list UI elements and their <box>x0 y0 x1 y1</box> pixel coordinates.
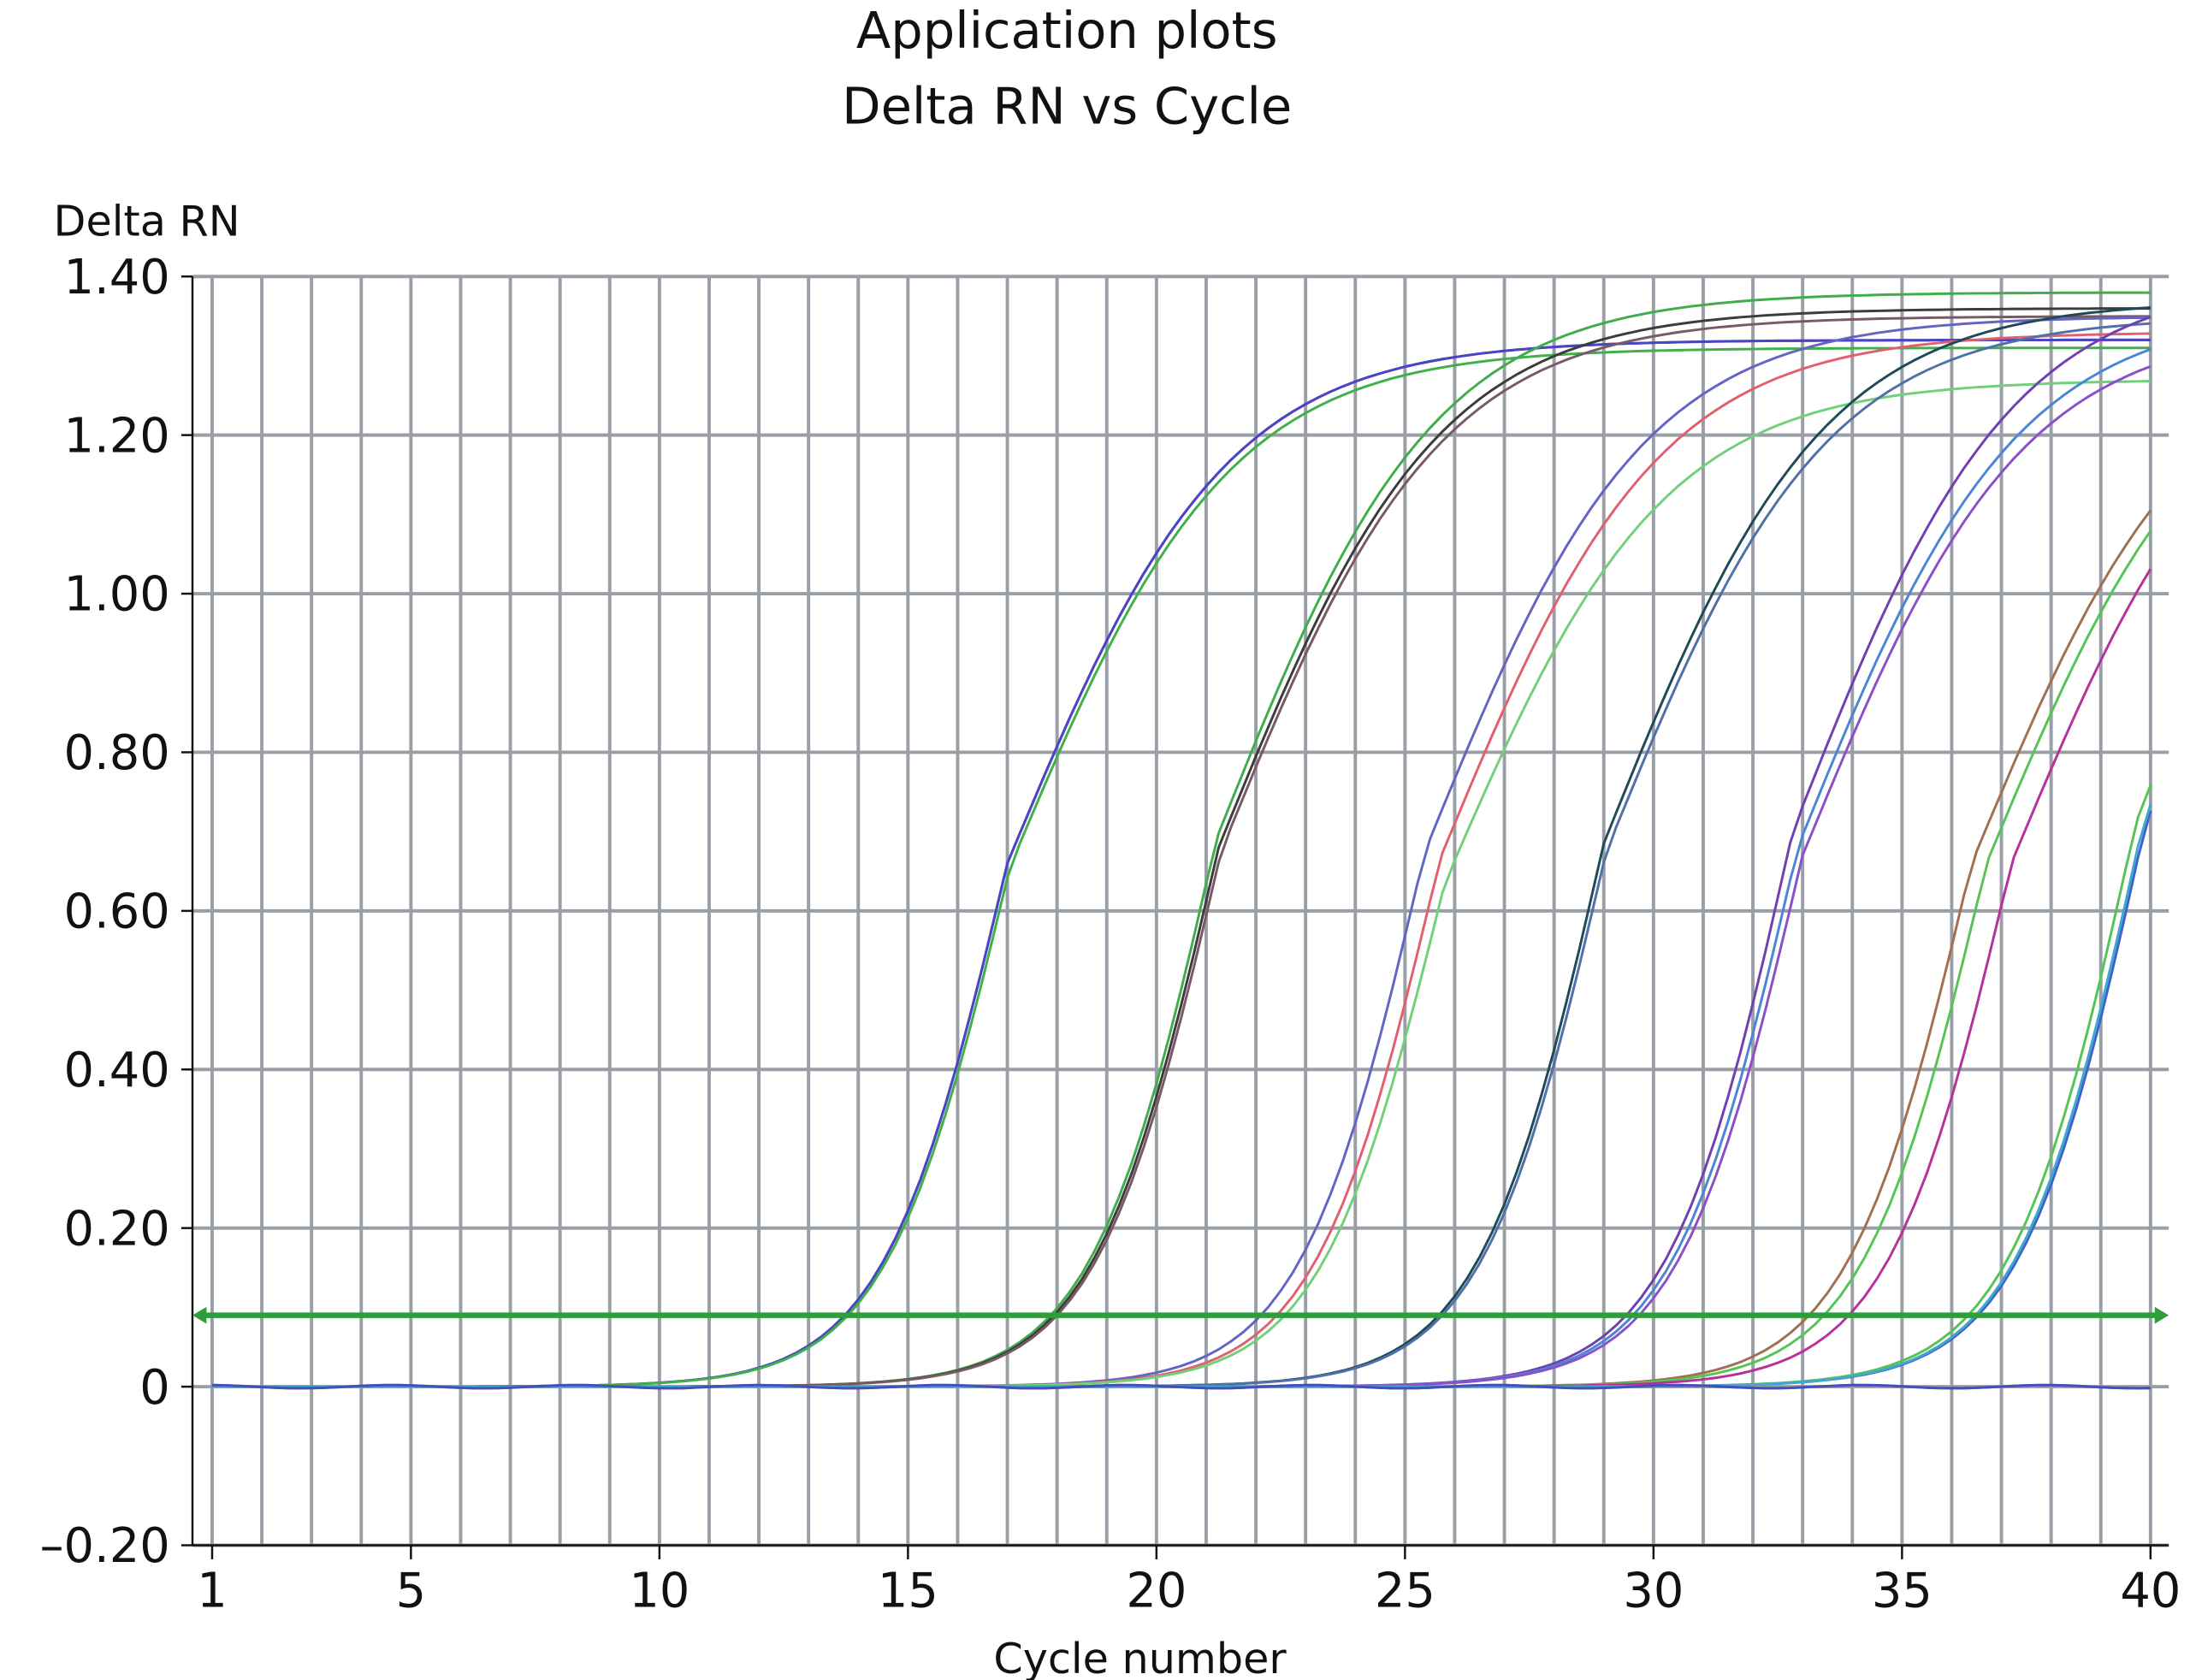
y-tick-label: 1.40 <box>64 250 170 305</box>
y-tick-label: 1.00 <box>64 567 170 623</box>
y-tick-label: 0.60 <box>64 884 170 940</box>
axes: 1.401.201.000.800.600.400.200–0.201 5 10 15… <box>40 250 2181 1619</box>
amplification-curves <box>211 291 2152 1390</box>
x-tick-label: 20 <box>1126 1564 1187 1619</box>
x-tick-label: 30 <box>1623 1564 1684 1619</box>
grid-lines <box>192 275 2169 1547</box>
curve-ntc-2 <box>211 1383 2151 1390</box>
threshold-left-arrow-icon[interactable] <box>192 1306 207 1324</box>
y-tick-label: 1.20 <box>64 408 170 464</box>
y-tick-label: 0.80 <box>64 725 170 781</box>
y-tick-label: 0.20 <box>64 1201 170 1257</box>
chart-subtitle: Delta RN vs Cycle <box>842 76 1292 135</box>
x-tick-label: 25 <box>1375 1564 1435 1619</box>
x-tick-label: 15 <box>878 1564 938 1619</box>
y-axis-label: Delta RN <box>54 197 240 246</box>
y-tick-label: 0.40 <box>64 1043 170 1098</box>
x-tick-label: 35 <box>1872 1564 1933 1619</box>
x-tick-label: 40 <box>2120 1564 2181 1619</box>
threshold-line-group[interactable] <box>192 1306 2169 1324</box>
threshold-right-arrow-icon[interactable] <box>2154 1306 2169 1324</box>
y-tick-label: –0.20 <box>40 1518 170 1574</box>
x-tick-label: 1 <box>197 1564 227 1619</box>
x-tick-label: 5 <box>396 1564 426 1619</box>
x-tick-label: 10 <box>629 1564 690 1619</box>
chart-title: Application plots <box>856 1 1278 60</box>
y-tick-label: 0 <box>139 1360 169 1416</box>
x-axis-label: Cycle number <box>993 1634 1287 1680</box>
